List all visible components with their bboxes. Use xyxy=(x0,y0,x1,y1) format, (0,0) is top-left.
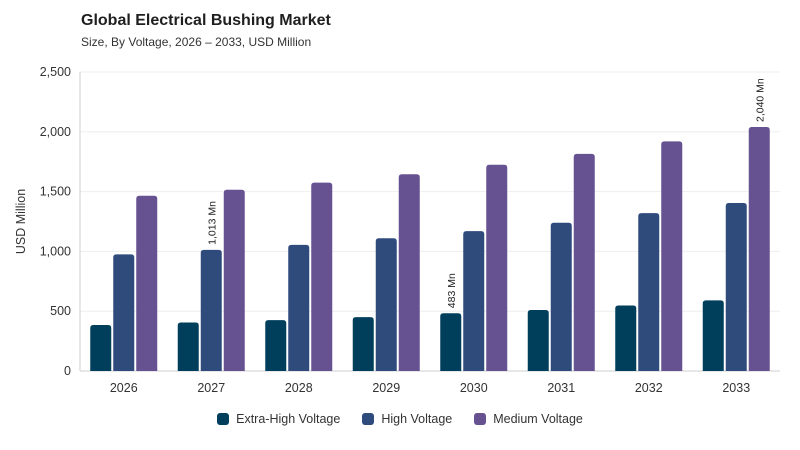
bar-extra-high-voltage-2033 xyxy=(702,300,724,371)
bar-high-voltage-2030 xyxy=(463,231,485,371)
data-label: 483 Mn xyxy=(446,273,458,308)
bar-medium-voltage-2032 xyxy=(661,141,683,371)
legend-item: Medium Voltage xyxy=(474,412,583,426)
bar-medium-voltage-2031 xyxy=(573,153,595,371)
x-tick-label: 2033 xyxy=(722,381,750,395)
bar-high-voltage-2033 xyxy=(725,202,747,371)
y-tick-label: 1,500 xyxy=(40,185,71,199)
bar-high-voltage-2032 xyxy=(638,213,660,371)
bar-extra-high-voltage-2031 xyxy=(527,310,549,371)
legend-swatch xyxy=(217,413,230,425)
bar-extra-high-voltage-2027 xyxy=(177,322,199,371)
y-tick-label: 2,000 xyxy=(40,125,71,139)
bar-extra-high-voltage-2030 xyxy=(440,313,462,371)
y-tick-label: 1,000 xyxy=(40,244,71,258)
chart-legend: Extra-High Voltage High Voltage Medium Vol… xyxy=(0,412,800,426)
legend-label: Extra-High Voltage xyxy=(236,412,341,426)
y-tick-label: 500 xyxy=(50,304,71,318)
legend-swatch xyxy=(474,413,487,425)
x-tick-label: 2031 xyxy=(547,381,575,395)
y-tick-label: 2,500 xyxy=(40,65,71,79)
bar-extra-high-voltage-2032 xyxy=(615,305,637,371)
legend-item: High Voltage xyxy=(362,412,452,426)
legend-swatch xyxy=(362,413,375,425)
legend-label: Medium Voltage xyxy=(493,412,583,426)
x-tick-label: 2028 xyxy=(285,381,313,395)
y-tick-label: 0 xyxy=(64,364,71,378)
chart-subtitle: Size, By Voltage, 2026 – 2033, USD Milli… xyxy=(81,35,312,49)
chart-title: Global Electrical Bushing Market xyxy=(81,12,331,29)
legend-item: Extra-High Voltage xyxy=(217,412,340,426)
bar-extra-high-voltage-2026 xyxy=(90,324,112,371)
bar-extra-high-voltage-2028 xyxy=(265,320,287,371)
bar-medium-voltage-2026 xyxy=(136,195,158,371)
bar-high-voltage-2027 xyxy=(200,249,222,371)
bar-medium-voltage-2029 xyxy=(398,174,420,371)
x-tick-label: 2027 xyxy=(197,381,225,395)
x-tick-label: 2030 xyxy=(460,381,488,395)
data-label: 2,040 Mn xyxy=(754,78,766,122)
bar-medium-voltage-2027 xyxy=(223,189,245,371)
bar-high-voltage-2031 xyxy=(550,222,572,371)
x-tick-label: 2032 xyxy=(635,381,663,395)
x-tick-label: 2029 xyxy=(372,381,400,395)
legend-label: High Voltage xyxy=(381,412,453,426)
bar-high-voltage-2029 xyxy=(375,238,397,371)
y-axis-title: USD Million xyxy=(14,189,28,254)
bar-high-voltage-2026 xyxy=(113,254,135,371)
bar-extra-high-voltage-2029 xyxy=(352,317,374,371)
bar-medium-voltage-2033 xyxy=(748,127,770,372)
data-label: 1,013 Mn xyxy=(206,201,218,245)
x-tick-label: 2026 xyxy=(110,381,138,395)
bar-medium-voltage-2028 xyxy=(311,182,333,371)
bar-high-voltage-2028 xyxy=(288,244,310,371)
bar-medium-voltage-2030 xyxy=(486,164,508,371)
